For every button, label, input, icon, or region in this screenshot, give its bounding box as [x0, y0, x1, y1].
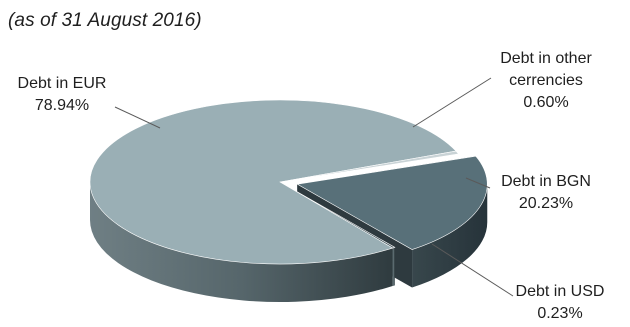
pie-slice-debt-in-bgn: [296, 155, 488, 250]
slice-label-debt-in-eur: Debt in EUR 78.94%: [18, 75, 107, 114]
label-leaders: [114, 77, 514, 297]
chart-subtitle: (as of 31 August 2016): [8, 10, 202, 31]
slice-labels: Debt in EUR 78.94% Debt in other cerrencies…: [18, 50, 605, 322]
slice-name-debt-in-other-cerrencies: Debt in other: [500, 50, 592, 67]
pie-side-debt-in-bgn: [412, 184, 488, 288]
slice-label-debt-in-other-cerrencies: Debt in other cerrencies 0.60%: [500, 50, 592, 111]
leader-line-debt-in-usd: [431, 243, 514, 297]
slice-name-debt-in-other-cerrencies: cerrencies: [509, 72, 583, 89]
pie-side-debt-in-usd: [392, 247, 395, 287]
pie-slice-debt-in-other-cerrencies: [279, 150, 460, 183]
slice-percent-debt-in-usd: 0.23%: [537, 305, 582, 322]
leader-line-debt-in-other-cerrencies: [412, 77, 492, 128]
slice-name-debt-in-bgn: Debt in BGN: [501, 173, 591, 190]
slice-label-debt-in-bgn: Debt in BGN 20.23%: [501, 173, 591, 212]
slice-percent-debt-in-other-cerrencies: 0.60%: [523, 94, 568, 111]
slice-name-debt-in-usd: Debt in USD: [516, 283, 605, 300]
leader-line-debt-in-bgn: [465, 177, 491, 189]
leader-line-debt-in-eur: [114, 106, 161, 129]
pie-slice-debt-in-eur: [89, 99, 457, 265]
pie-side-debt-in-eur: [90, 182, 393, 302]
slice-name-debt-in-eur: Debt in EUR: [18, 75, 107, 92]
slice-percent-debt-in-bgn: 20.23%: [519, 195, 573, 212]
slice-label-debt-in-usd: Debt in USD 0.23%: [516, 283, 605, 322]
slice-percent-debt-in-eur: 78.94%: [35, 97, 89, 114]
pie-tops: [89, 99, 488, 265]
